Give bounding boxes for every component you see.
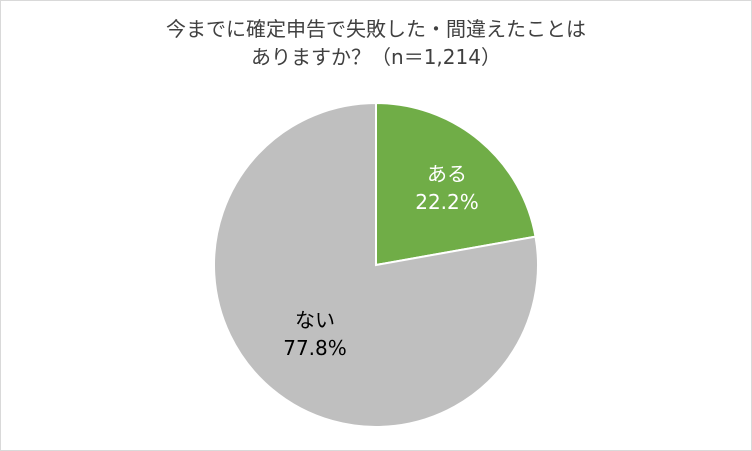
slice-value-label-1: 22.2%	[415, 190, 479, 214]
chart-title-line-2: ありますか？（n＝1,214）	[251, 45, 501, 69]
slice-name-label-1: ある	[427, 162, 467, 186]
pie-slice-1	[375, 101, 537, 267]
chart-title: 今までに確定申告で失敗した・間違えたことは ありますか？（n＝1,214）	[1, 15, 751, 71]
slice-value-label-2: 77.8%	[283, 336, 347, 360]
slice-name-label-2: ない	[295, 308, 335, 332]
pie-slice-2	[213, 101, 539, 428]
pie-slices	[213, 101, 539, 428]
pie-labels: ある 22.2% ない 77.8%	[283, 162, 479, 360]
chart-title-line-1: 今までに確定申告で失敗した・間違えたことは	[166, 17, 586, 41]
